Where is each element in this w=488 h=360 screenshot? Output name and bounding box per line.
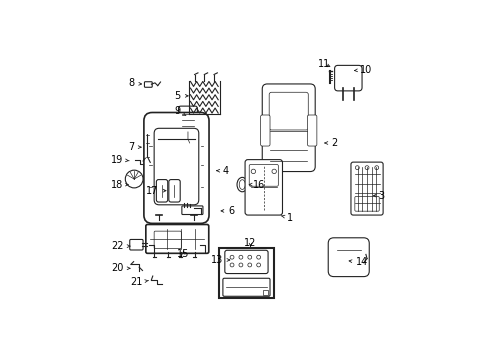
Text: 19: 19 (111, 155, 129, 165)
Circle shape (230, 263, 233, 267)
Text: 15: 15 (177, 249, 189, 260)
FancyBboxPatch shape (307, 115, 316, 146)
Bar (262, 291, 267, 296)
Circle shape (247, 255, 251, 259)
Text: 1: 1 (281, 213, 292, 223)
Circle shape (251, 169, 255, 174)
Text: 18: 18 (111, 180, 128, 190)
FancyBboxPatch shape (260, 115, 269, 146)
FancyBboxPatch shape (156, 180, 167, 202)
FancyBboxPatch shape (268, 92, 307, 130)
FancyBboxPatch shape (154, 128, 198, 205)
FancyBboxPatch shape (224, 250, 267, 274)
FancyBboxPatch shape (262, 84, 315, 172)
Text: 17: 17 (146, 186, 165, 196)
Circle shape (239, 263, 243, 267)
Text: 11: 11 (318, 59, 330, 69)
FancyBboxPatch shape (244, 159, 282, 215)
FancyBboxPatch shape (249, 165, 278, 186)
Ellipse shape (239, 180, 245, 189)
Text: 13: 13 (211, 255, 229, 265)
Circle shape (374, 166, 378, 170)
Text: 21: 21 (130, 277, 148, 287)
FancyBboxPatch shape (327, 238, 368, 276)
Text: 12: 12 (244, 238, 256, 248)
FancyBboxPatch shape (350, 162, 382, 215)
FancyBboxPatch shape (334, 66, 361, 91)
Text: 2: 2 (325, 138, 337, 148)
Text: 16: 16 (249, 180, 264, 190)
FancyBboxPatch shape (154, 231, 181, 249)
Circle shape (125, 170, 143, 188)
Circle shape (256, 255, 260, 259)
Ellipse shape (237, 177, 247, 192)
Text: 20: 20 (111, 263, 130, 273)
Text: 6: 6 (221, 206, 234, 216)
Circle shape (355, 166, 359, 170)
Text: 22: 22 (111, 241, 130, 251)
FancyBboxPatch shape (223, 278, 269, 296)
Circle shape (239, 255, 243, 259)
Text: 4: 4 (216, 166, 228, 176)
Circle shape (256, 263, 260, 267)
FancyBboxPatch shape (145, 225, 208, 253)
FancyBboxPatch shape (178, 106, 197, 134)
Text: 10: 10 (354, 64, 371, 75)
Circle shape (365, 166, 368, 170)
FancyBboxPatch shape (129, 239, 143, 250)
Text: 8: 8 (128, 78, 142, 89)
Text: 5: 5 (174, 91, 188, 101)
FancyBboxPatch shape (143, 112, 208, 223)
FancyBboxPatch shape (182, 206, 203, 215)
FancyBboxPatch shape (144, 82, 152, 87)
Circle shape (271, 169, 276, 174)
Bar (218, 248, 274, 298)
Circle shape (230, 255, 233, 259)
Circle shape (247, 263, 251, 267)
FancyBboxPatch shape (168, 180, 180, 202)
Text: 7: 7 (128, 142, 141, 152)
Text: 3: 3 (373, 191, 384, 201)
FancyBboxPatch shape (354, 197, 379, 211)
Text: 9: 9 (174, 106, 185, 116)
Text: 14: 14 (348, 257, 367, 267)
